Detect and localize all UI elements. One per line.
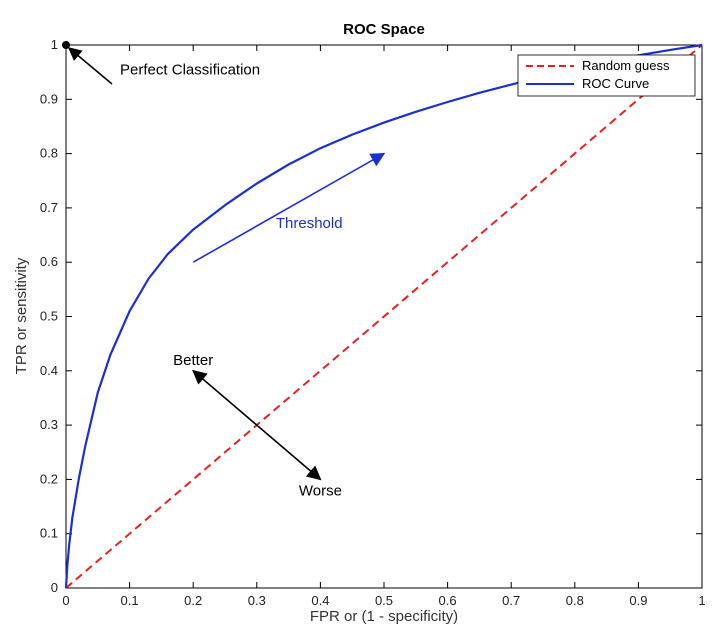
series-line-random-guess	[65, 44, 703, 589]
perfect-classification-arrow	[67, 47, 113, 85]
y-tick-label: 0.5	[40, 309, 58, 324]
worse-label: Worse	[299, 482, 342, 499]
y-tick-label: 0	[51, 580, 58, 595]
y-tick-label: 0.8	[40, 146, 58, 161]
better-label: Better	[173, 352, 213, 369]
perfect-classification-label: Perfect Classification	[120, 61, 260, 78]
legend-label-random-guess: Random guess	[582, 58, 670, 73]
perfect-classification-point	[62, 41, 70, 49]
better-arrow	[192, 369, 258, 426]
legend: Random guess ROC Curve	[517, 54, 696, 97]
y-tick-label: 1	[51, 37, 58, 52]
annotation-layer: Perfect Classification Threshold Better Wor…	[62, 41, 386, 499]
x-tick-label: 0.4	[311, 593, 329, 608]
x-tick-label: 0.1	[121, 593, 139, 608]
chart-title: ROC Space	[343, 21, 425, 38]
y-tick-label: 0.3	[40, 417, 58, 432]
x-tick-label: 0.8	[566, 593, 584, 608]
x-axis-ticks: 0 0.1 0.2 0.3 0.4 0.5 0.6 0.7 0.8 0.9 1	[62, 45, 706, 608]
x-tick-label: 0	[62, 593, 69, 608]
y-tick-label: 0.9	[40, 91, 58, 106]
y-axis-label: TPR or sensitivity	[13, 257, 30, 374]
y-tick-label: 0.2	[40, 471, 58, 486]
threshold-arrow	[192, 152, 386, 263]
y-axis-ticks: 0 0.1 0.2 0.3 0.4 0.5 0.6 0.7 0.8 0.9 1	[40, 37, 702, 595]
y-tick-label: 0.1	[40, 526, 58, 541]
y-tick-label: 0.7	[40, 200, 58, 215]
x-tick-label: 0.6	[439, 593, 457, 608]
x-tick-label: 0.9	[629, 593, 647, 608]
y-tick-label: 0.4	[40, 363, 58, 378]
threshold-label: Threshold	[276, 215, 343, 232]
x-tick-label: 0.2	[184, 593, 202, 608]
x-tick-label: 0.5	[375, 593, 393, 608]
legend-box	[517, 54, 696, 97]
x-tick-label: 1	[698, 593, 705, 608]
y-tick-label: 0.6	[40, 254, 58, 269]
worse-arrow	[256, 424, 322, 481]
x-tick-label: 0.3	[248, 593, 266, 608]
legend-label-roc-curve: ROC Curve	[582, 76, 649, 91]
x-axis-label: FPR or (1 - specificity)	[310, 608, 458, 625]
x-tick-label: 0.7	[502, 593, 520, 608]
